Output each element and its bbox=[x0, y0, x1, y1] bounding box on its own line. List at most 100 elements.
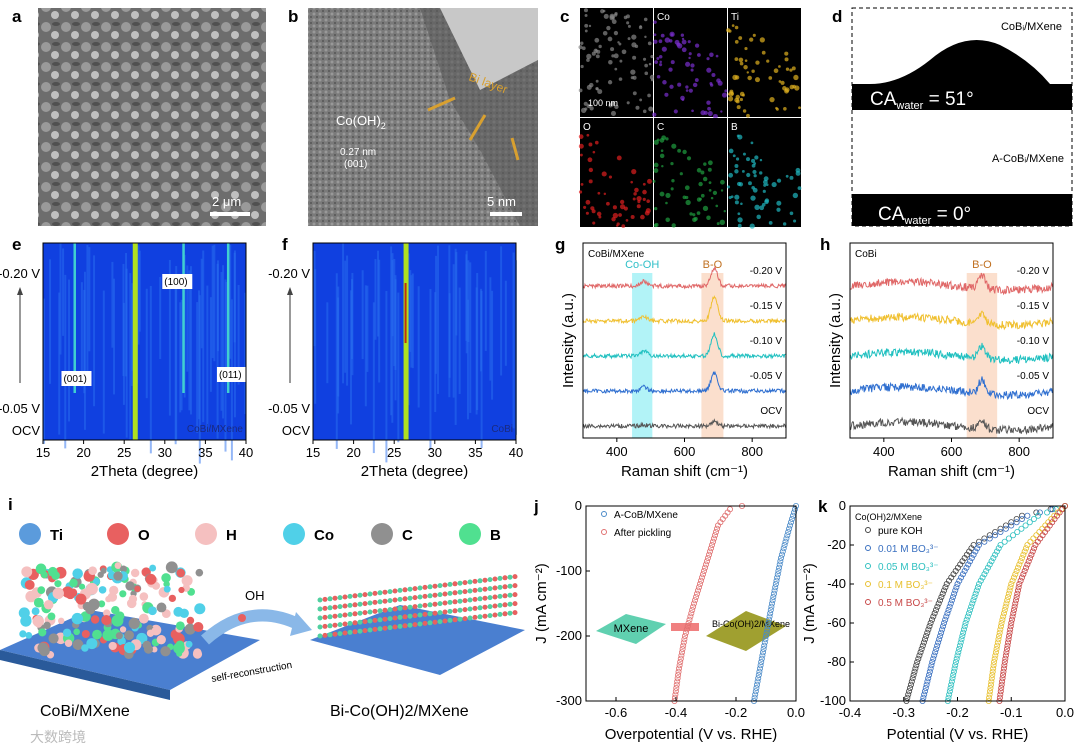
atom bbox=[422, 611, 428, 617]
atom bbox=[317, 624, 323, 630]
atom bbox=[452, 599, 458, 605]
data-point bbox=[693, 594, 700, 601]
data-point bbox=[715, 522, 722, 529]
series-label: OCV bbox=[1027, 406, 1049, 417]
eds-signal bbox=[670, 60, 675, 65]
eds-signal bbox=[634, 187, 639, 193]
data-point bbox=[1010, 532, 1017, 539]
eds-signal bbox=[773, 68, 779, 74]
right-structure-label: Bi-Co(OH)2/MXene bbox=[330, 703, 469, 720]
data-point bbox=[1022, 522, 1029, 529]
data-point bbox=[784, 532, 791, 539]
atom-legend: Ti O H Co C B bbox=[19, 523, 501, 545]
y-tick-label: -300 bbox=[556, 693, 582, 708]
data-point bbox=[758, 655, 765, 662]
arrow bbox=[510, 137, 520, 161]
data-point bbox=[1018, 525, 1025, 532]
atom bbox=[327, 605, 333, 611]
atom bbox=[417, 594, 423, 600]
atom bbox=[402, 614, 408, 620]
eds-signal bbox=[789, 211, 794, 216]
eds-signal bbox=[783, 106, 787, 111]
phase-subscript: 2 bbox=[381, 121, 386, 131]
eds-signal bbox=[703, 162, 707, 166]
noise-streak bbox=[469, 262, 472, 413]
x-axis-label: Raman shift (cm⁻¹) bbox=[621, 463, 748, 480]
data-point bbox=[1024, 542, 1031, 549]
noise-streak bbox=[435, 255, 438, 374]
eds-signal bbox=[755, 60, 760, 65]
eds-signal bbox=[583, 205, 587, 209]
atom bbox=[512, 574, 518, 580]
eds-signal bbox=[653, 39, 658, 44]
eds-signal bbox=[630, 215, 635, 220]
data-point bbox=[1014, 590, 1021, 597]
data-point bbox=[760, 649, 767, 656]
atom bbox=[377, 599, 383, 605]
eds-signal bbox=[648, 106, 654, 112]
atom bbox=[512, 610, 518, 616]
eds-signal bbox=[664, 92, 669, 97]
eds-signal bbox=[750, 195, 756, 201]
data-point bbox=[697, 581, 704, 588]
data-point bbox=[783, 535, 790, 542]
eds-signal bbox=[691, 109, 694, 113]
atom bbox=[165, 561, 178, 574]
eds-signal bbox=[754, 204, 760, 210]
legend-label: pure KOH bbox=[878, 526, 922, 537]
eds-signal bbox=[659, 63, 663, 67]
eds-signal bbox=[682, 195, 687, 200]
eds-signal bbox=[662, 80, 667, 85]
legend-marker bbox=[865, 527, 871, 533]
eds-signal bbox=[763, 183, 767, 187]
noise-streak bbox=[397, 292, 400, 443]
atom bbox=[442, 600, 448, 606]
diffraction-peak bbox=[132, 243, 138, 440]
x-tick-label: 35 bbox=[198, 445, 212, 460]
noise-streak bbox=[491, 290, 494, 400]
atom bbox=[422, 602, 428, 608]
atom bbox=[412, 586, 418, 592]
noise-streak bbox=[138, 250, 141, 332]
atom bbox=[512, 601, 518, 607]
data-point bbox=[767, 610, 774, 617]
eds-signal bbox=[603, 13, 609, 19]
data-point bbox=[1013, 568, 1020, 575]
data-point bbox=[922, 685, 929, 692]
data-point bbox=[959, 633, 966, 640]
noise-streak bbox=[202, 250, 205, 423]
atom bbox=[372, 617, 378, 623]
eds-signal bbox=[686, 156, 692, 161]
x-axis-label: 2Theta (degree) bbox=[361, 463, 469, 480]
bottom-sample: A-CoBᵢ/MXene bbox=[992, 153, 1064, 165]
noise-streak bbox=[145, 288, 148, 399]
eds-signal bbox=[708, 189, 712, 192]
data-point bbox=[986, 691, 993, 698]
data-point bbox=[959, 571, 966, 578]
atom bbox=[377, 617, 383, 623]
ca-value: = 51° bbox=[923, 89, 973, 110]
noise-streak bbox=[224, 279, 227, 452]
y-tick-label: -40 bbox=[827, 576, 846, 591]
eds-signal bbox=[588, 24, 592, 28]
eds-signal bbox=[580, 41, 584, 46]
data-point bbox=[692, 597, 699, 604]
data-point bbox=[1002, 655, 1009, 662]
atom bbox=[72, 639, 84, 650]
eds-signal bbox=[798, 106, 801, 110]
tem-vacuum bbox=[440, 8, 538, 90]
eds-signal bbox=[707, 167, 712, 172]
data-point bbox=[708, 545, 715, 552]
data-point bbox=[767, 607, 774, 614]
data-point bbox=[905, 691, 912, 698]
atom bbox=[512, 592, 518, 598]
eds-signal bbox=[631, 42, 637, 48]
noise-streak bbox=[216, 263, 219, 439]
eds-signal bbox=[668, 67, 673, 72]
eds-signal bbox=[751, 185, 755, 190]
peak-label: (100) bbox=[164, 277, 187, 288]
eds-signal bbox=[753, 162, 757, 165]
atom bbox=[33, 597, 44, 608]
data-point bbox=[981, 571, 988, 578]
eds-signal bbox=[659, 60, 663, 64]
